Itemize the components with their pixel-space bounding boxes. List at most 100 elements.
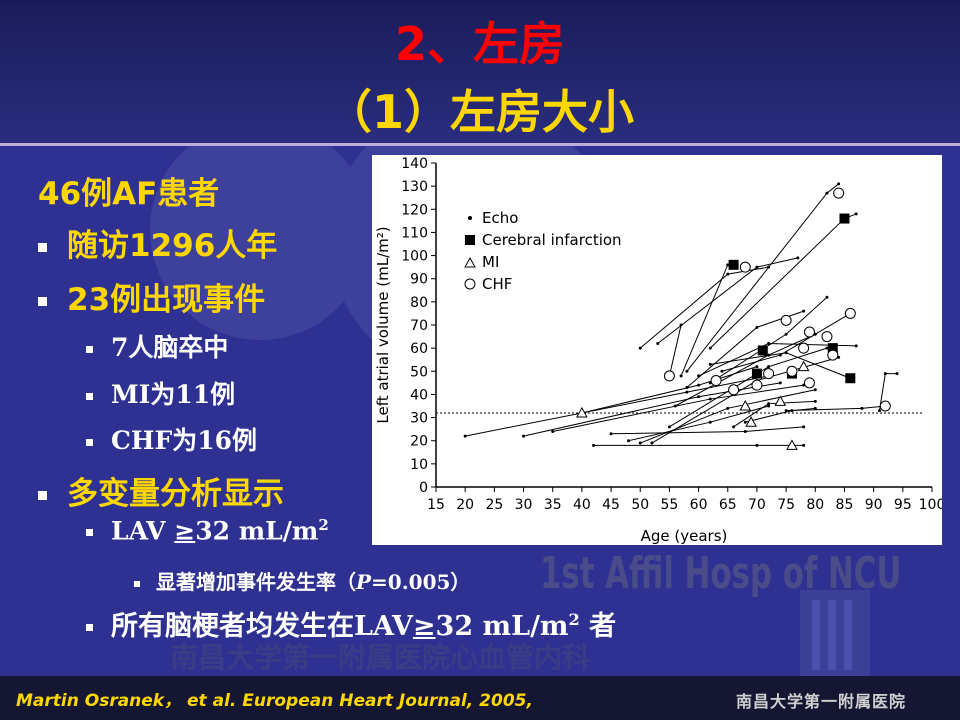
x-tick-label: 45	[602, 497, 620, 513]
title-bar	[0, 0, 960, 143]
chf-marker	[751, 379, 763, 391]
bullet-stroke: 7人脑卒中	[86, 328, 228, 364]
x-tick-label: 30	[515, 497, 533, 513]
p-value: =0.005）	[371, 570, 471, 594]
echo-point	[638, 346, 642, 350]
watermark-chinese: 南昌大学第一附属医院心血管内科	[170, 641, 591, 674]
cerebral-infarction-marker	[845, 373, 856, 384]
y-tick-label: 100	[401, 249, 428, 265]
chf-marker	[803, 377, 815, 389]
slide-subtitle: （1）左房大小	[325, 85, 634, 139]
citation: Martin Osranek， et al. European Heart Jo…	[16, 691, 533, 711]
y-tick-label: 40	[410, 387, 428, 403]
x-tick-label: 100	[919, 497, 942, 513]
watermark-english: 1st Affil Hosp of NCU	[540, 548, 902, 599]
infarction-superscript: 2	[568, 610, 580, 629]
trajectory-line	[680, 264, 734, 377]
chf-marker	[728, 384, 740, 396]
chf-marker	[763, 368, 775, 380]
echo-point	[743, 420, 747, 424]
echo-point	[609, 432, 613, 436]
echo-point	[802, 425, 806, 429]
echo-point	[726, 263, 730, 267]
bullet-square-icon	[134, 580, 140, 587]
echo-point	[784, 409, 788, 413]
bullet-square-icon	[38, 243, 47, 252]
echo-point	[650, 441, 654, 445]
bullet-square-icon	[38, 491, 47, 500]
echo-point	[860, 406, 864, 410]
trajectory-line	[786, 405, 886, 412]
echo-point	[743, 429, 747, 433]
echo-point	[778, 381, 782, 385]
x-tick-label: 40	[573, 497, 591, 513]
x-tick-label: 35	[544, 497, 562, 513]
echo-point	[463, 434, 467, 438]
echo-point	[755, 365, 759, 369]
chf-marker	[798, 342, 810, 354]
echo-point	[522, 434, 526, 438]
mi-marker	[797, 360, 810, 372]
echo-point	[767, 365, 771, 369]
x-tick-label: 50	[631, 497, 649, 513]
chf-marker	[663, 370, 675, 382]
echo-point	[825, 191, 829, 195]
chf-marker	[844, 307, 856, 319]
chf-marker	[710, 375, 722, 387]
chf-marker	[803, 326, 815, 338]
echo-point	[708, 420, 712, 424]
echo-point	[895, 372, 899, 376]
echo-point	[656, 342, 660, 346]
lav-age-chart: 15 20 25 30 35 40 45 50 55 60 65 70 75 80 85 90 95 100 0 10…	[374, 156, 945, 545]
echo-point	[825, 295, 829, 299]
bullet-patients: 46例AF患者	[38, 168, 219, 213]
echo-point	[708, 346, 712, 350]
chf-marker	[780, 314, 792, 326]
echo-point	[802, 443, 806, 447]
bullet-square-icon	[86, 346, 93, 353]
x-tick-label: 55	[660, 497, 678, 513]
bullet-stroke-text: 7人脑卒中	[111, 333, 229, 362]
infarction-lav-value: 32 mL/m	[435, 611, 569, 642]
x-tick-label: 20	[456, 497, 474, 513]
bullet-followup: 随访1296人年	[38, 220, 277, 265]
echo-point	[755, 265, 759, 269]
x-tick-label: 15	[427, 497, 445, 513]
echo-point	[592, 443, 596, 447]
bullet-square-icon	[86, 529, 93, 537]
echo-point	[854, 344, 858, 348]
echo-point	[697, 395, 701, 399]
trajectory-line	[668, 324, 682, 377]
mi-marker	[774, 395, 787, 406]
legend-label: MI	[482, 253, 499, 271]
chf-marker	[833, 187, 845, 199]
mi-marker	[576, 406, 588, 418]
y-axis-title: Left atrial volume (mL/m²)	[374, 226, 392, 423]
trajectory-line	[465, 375, 769, 437]
cerebral-infarction-marker	[757, 345, 768, 356]
echo-point	[813, 388, 817, 392]
cerebral-infarction-marker	[751, 368, 762, 379]
bullet-patients-text: 46例AF患者	[38, 176, 220, 212]
echo-point	[784, 332, 788, 336]
legend-label: Echo	[482, 209, 518, 227]
y-tick-label: 90	[410, 272, 428, 288]
y-tick-label: 120	[401, 202, 428, 218]
chf-marker	[821, 331, 833, 343]
footer-brand: 南昌大学第一附属医院	[736, 692, 907, 711]
echo-point	[726, 272, 730, 276]
echo-point	[726, 406, 730, 410]
bullet-square-icon	[86, 624, 93, 631]
mi-marker	[786, 439, 798, 450]
bullet-infarction-all: 所有脑梗者均发生在LAV≥32 mL/m2 者	[86, 604, 616, 643]
trajectory-line	[611, 426, 804, 435]
echo-point	[802, 309, 806, 313]
bullet-mi-text: MI为11例	[111, 380, 236, 409]
lav-superscript: 2	[318, 516, 329, 534]
significance-text: 显著增加事件发生率（	[156, 570, 356, 594]
mi-marker	[745, 416, 757, 427]
echo-point	[784, 351, 788, 355]
x-tick-label: 80	[806, 497, 824, 513]
echo-point	[720, 369, 724, 373]
echo-point	[767, 402, 771, 406]
